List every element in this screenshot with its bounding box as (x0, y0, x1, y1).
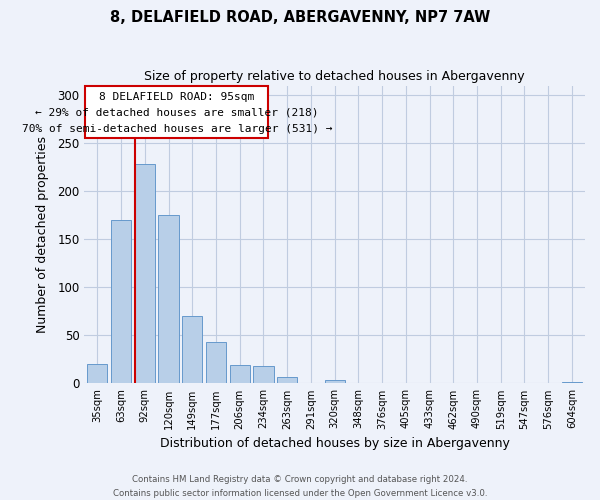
Text: Contains HM Land Registry data © Crown copyright and database right 2024.
Contai: Contains HM Land Registry data © Crown c… (113, 476, 487, 498)
Bar (158, 216, 179, 384)
X-axis label: Distribution of detached houses by size in Abergavenny: Distribution of detached houses by size … (160, 437, 509, 450)
Bar (230, 365, 250, 384)
Text: 70% of semi-detached houses are larger (531) →: 70% of semi-detached houses are larger (… (22, 124, 332, 134)
Bar (277, 376, 297, 384)
Text: 8 DELAFIELD ROAD: 95sqm: 8 DELAFIELD ROAD: 95sqm (99, 92, 254, 102)
Bar (562, 382, 582, 384)
Bar (111, 220, 131, 384)
FancyBboxPatch shape (85, 86, 268, 138)
Text: 8, DELAFIELD ROAD, ABERGAVENNY, NP7 7AW: 8, DELAFIELD ROAD, ABERGAVENNY, NP7 7AW (110, 10, 490, 25)
Bar (182, 316, 202, 384)
Title: Size of property relative to detached houses in Abergavenny: Size of property relative to detached ho… (145, 70, 525, 83)
Y-axis label: Number of detached properties: Number of detached properties (36, 136, 49, 333)
Bar (206, 342, 226, 384)
Bar (87, 364, 107, 384)
Bar (135, 164, 155, 384)
Bar (253, 366, 274, 384)
Text: ← 29% of detached houses are smaller (218): ← 29% of detached houses are smaller (21… (35, 108, 319, 118)
Bar (325, 380, 345, 384)
